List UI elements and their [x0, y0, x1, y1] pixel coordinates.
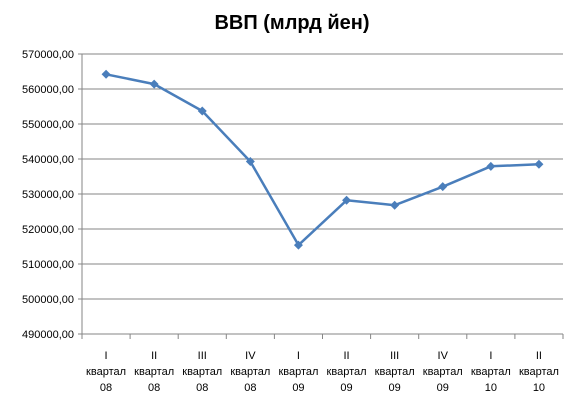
data-point-marker [245, 156, 255, 166]
x-tick-label-quarter: IV [245, 350, 256, 362]
x-tick-label-word: квартал [278, 366, 318, 378]
x-tick-label-word: квартал [230, 366, 270, 378]
x-tick-label-quarter: III [390, 350, 399, 362]
y-tick-label: 560000,00 [22, 84, 74, 96]
x-tick-label-year: 09 [437, 382, 449, 394]
y-tick-label: 510000,00 [22, 259, 74, 271]
y-tick-label: 520000,00 [22, 224, 74, 236]
x-tick-label-word: квартал [471, 366, 511, 378]
x-tick-label-word: квартал [134, 366, 174, 378]
x-tick-label-word: квартал [519, 366, 559, 378]
data-point-marker [197, 106, 207, 116]
x-tick-label-quarter: I [297, 350, 300, 362]
x-tick-label: III квартал 09 [375, 350, 415, 394]
x-tick-label: II квартал 09 [327, 350, 367, 394]
x-tick-label-year: 09 [340, 382, 352, 394]
x-tick-label-word: квартал [423, 366, 463, 378]
data-point-marker [486, 161, 496, 171]
x-tick-label-year: 08 [196, 382, 208, 394]
data-point-marker [342, 195, 352, 205]
x-tick-label-year: 10 [533, 382, 545, 394]
x-tick-label-quarter: I [489, 350, 492, 362]
x-tick-label-word: квартал [375, 366, 415, 378]
x-tick-label-year: 08 [244, 382, 256, 394]
x-axis-tick-labels: Iквартал08IIквартал08IIIквартал08IVкварт… [86, 350, 559, 394]
x-tick-label-year: 09 [292, 382, 304, 394]
x-tick-label-quarter: II [536, 350, 542, 362]
data-point-marker [438, 182, 448, 192]
x-tick-label-quarter: IV [438, 350, 449, 362]
axes [81, 54, 564, 339]
series-markers [101, 69, 544, 250]
x-tick-label: IV квартал 08 [230, 350, 270, 394]
y-tick-label: 570000,00 [22, 49, 74, 61]
x-tick-label-word: квартал [182, 366, 222, 378]
data-point-marker [390, 200, 400, 210]
y-tick-label: 550000,00 [22, 119, 74, 131]
gridlines [78, 53, 563, 335]
y-tick-label: 490000,00 [22, 329, 74, 341]
x-tick-label-quarter: II [343, 350, 349, 362]
y-tick-label: 530000,00 [22, 189, 74, 201]
x-tick-label-word: квартал [327, 366, 367, 378]
x-tick-label: IV квартал 09 [423, 350, 463, 394]
x-tick-label: II квартал 08 [134, 350, 174, 394]
x-tick-label-quarter: II [151, 350, 157, 362]
x-tick-label-year: 08 [148, 382, 160, 394]
data-point-marker [101, 69, 111, 79]
x-tick-label-year: 10 [485, 382, 497, 394]
x-tick-label-year: 09 [389, 382, 401, 394]
data-point-marker [293, 240, 303, 250]
data-point-marker [149, 79, 159, 89]
x-tick-label-quarter: III [198, 350, 207, 362]
x-tick-label-quarter: I [105, 350, 108, 362]
y-tick-label: 540000,00 [22, 154, 74, 166]
x-tick-label-year: 08 [100, 382, 112, 394]
series-line [105, 73, 540, 247]
x-tick-label: II квартал 10 [519, 350, 559, 394]
data-point-marker [534, 159, 544, 169]
x-tick-label-word: квартал [86, 366, 126, 378]
x-tick-label: III квартал 08 [182, 350, 222, 394]
y-tick-label: 500000,00 [22, 294, 74, 306]
chart-title: ВВП (млрд йен) [214, 12, 369, 34]
y-axis-tick-labels: 490000,00 500000,00 510000,00 520000,00 5300… [22, 49, 74, 341]
